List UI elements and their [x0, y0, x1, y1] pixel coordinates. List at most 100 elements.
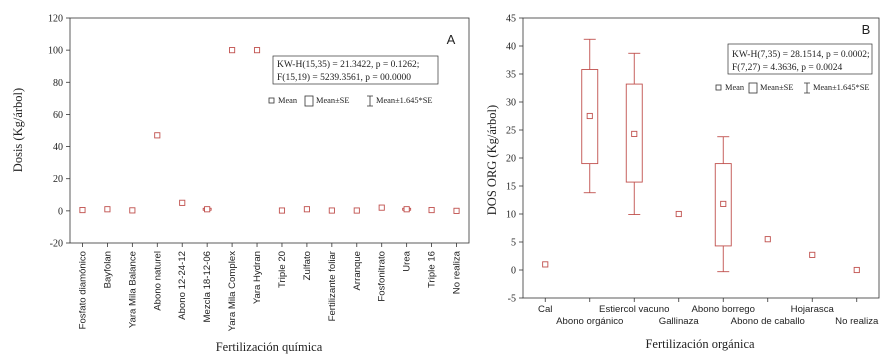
legend-se-icon	[748, 82, 758, 94]
mean-point	[303, 206, 310, 213]
x-tick-label: Yara Mila Balance	[127, 251, 138, 328]
x-tick-label: No realiza	[835, 316, 879, 327]
x-tick-label: Triple 16	[427, 251, 438, 288]
mean-point	[542, 261, 549, 268]
chart-b-y-axis-label: DOS ORG (Kg/árbol)	[485, 105, 499, 215]
y-tick-label: 0	[58, 206, 63, 217]
mean-point	[204, 206, 211, 213]
y-tick-label: 40	[506, 42, 516, 53]
y-tick-label: 20	[506, 154, 516, 165]
legend-mean-icon	[715, 84, 722, 91]
x-tick-label: Cal	[538, 304, 552, 315]
chart-a-x-axis-label: Fertilización química	[216, 340, 323, 354]
x-tick-label: Abono orgánico	[556, 316, 623, 327]
x-tick-label: Mezcla 18-12-06	[202, 251, 213, 322]
mean-point	[453, 207, 460, 214]
legend-ci-icon	[804, 82, 810, 94]
mean-point	[353, 207, 360, 214]
mean-point	[675, 210, 682, 218]
chart-a-stats-line-1: KW-H(15,35) = 21.3422, p = 0.1262;	[277, 59, 419, 70]
chart-b-panel-label: B	[862, 22, 871, 37]
mean-point	[403, 206, 410, 213]
chart-a-stats-line-2: F(15,19) = 5239.3561, p = 00.0000	[277, 72, 411, 83]
mean-point	[631, 130, 638, 137]
y-tick-label: 60	[53, 110, 63, 121]
y-tick-label: -20	[50, 239, 63, 250]
y-tick-label: 100	[48, 46, 63, 57]
x-tick-label: No realiza	[452, 250, 463, 294]
se-box	[714, 163, 732, 247]
mean-point	[586, 112, 593, 120]
chart-b: B -5 0 5 10 15 20 25 30 35 40 45 Cal Abono orgánico…	[485, 14, 880, 351]
mean-point	[79, 207, 86, 214]
legend-se-label: Mean±SE	[316, 96, 349, 105]
x-tick-label: Triple 20	[277, 251, 288, 288]
chart-a-y-axis-label: Dosis (Kg/árbol)	[11, 88, 25, 172]
chart-a-legend: Mean Mean±SE Mean±1.645*SE	[268, 95, 432, 107]
legend-ci-label: Mean±1.645*SE	[813, 83, 869, 92]
y-tick-label: 25	[506, 126, 516, 137]
x-tick-label: Fosfato diamónico	[77, 251, 88, 329]
chart-b-legend: Mean Mean±SE Mean±1.645*SE	[715, 82, 869, 94]
mean-point	[720, 200, 727, 207]
chart-a-plot-frame	[69, 17, 470, 244]
mean-point	[229, 47, 236, 54]
y-tick-label: 10	[506, 210, 516, 221]
x-tick-label: Abono de caballo	[731, 316, 805, 327]
legend-se-label: Mean±SE	[760, 83, 793, 92]
y-tick-label: 15	[506, 182, 516, 193]
y-tick-label: 120	[48, 14, 63, 25]
y-tick-label: 35	[506, 70, 516, 81]
y-tick-label: 20	[53, 174, 63, 185]
x-tick-label: Zulfato	[302, 251, 313, 280]
chart-b-stats-box	[727, 43, 873, 75]
mean-point	[253, 47, 261, 54]
y-tick-label: 80	[53, 78, 63, 89]
mean-point	[104, 206, 111, 213]
mean-point	[328, 207, 335, 214]
chart-a: A -20 0 20 40 60 80 100 120 Fosfato diamónico Ba…	[11, 14, 470, 354]
chart-b-stats-line-2: F(7,27) = 4.3636, p = 0.0024	[732, 62, 842, 73]
mean-point	[853, 266, 860, 274]
x-tick-label: Estiercol vacuno	[599, 304, 669, 315]
chart-b-x-axis-label: Fertilización orgánica	[645, 337, 755, 351]
legend-ci-icon	[367, 95, 373, 107]
y-tick-label: 0	[511, 266, 516, 277]
x-tick-label: Arranque	[352, 251, 363, 290]
x-tick-label: Yara Mila Complex	[227, 251, 238, 332]
mean-point	[378, 204, 385, 211]
x-tick-label: Fertilizante foliar	[327, 250, 338, 321]
y-tick-label: -5	[508, 294, 516, 305]
y-tick-label: 45	[506, 14, 516, 25]
x-tick-label: Gallinaza	[659, 316, 700, 327]
mean-point	[428, 207, 435, 214]
se-box	[625, 83, 643, 183]
se-box	[581, 69, 599, 165]
x-tick-label: Abono naturel	[152, 251, 163, 311]
chart-b-stats-line-1: KW-H(7,35) = 28.1514, p = 0.0002;	[732, 49, 870, 60]
legend-ci-label: Mean±1.645*SE	[376, 96, 432, 105]
y-tick-label: 30	[506, 98, 516, 109]
y-tick-label: 40	[53, 142, 63, 153]
x-tick-label: Yara Hydran	[252, 251, 263, 304]
legend-mean-icon	[268, 97, 275, 104]
legend-mean-label: Mean	[725, 83, 745, 92]
y-tick-label: 5	[511, 238, 516, 249]
chart-a-stats-box	[272, 55, 439, 85]
mean-point	[129, 207, 136, 214]
mean-point	[764, 236, 771, 243]
legend-mean-label: Mean	[278, 96, 298, 105]
x-tick-label: Hojarasca	[791, 304, 835, 315]
x-tick-label: Abono 12-24-12	[177, 251, 188, 320]
mean-point	[179, 199, 186, 206]
mean-point	[154, 132, 161, 139]
chart-a-panel-label: A	[447, 32, 456, 47]
x-tick-label: Bayfolan	[102, 251, 113, 288]
legend-se-icon	[304, 95, 314, 107]
x-tick-label: Abono borrego	[692, 304, 755, 315]
x-tick-label: Fosfonitrato	[377, 251, 388, 302]
mean-point	[809, 251, 816, 258]
x-tick-label: Urea	[402, 250, 413, 271]
mean-point	[278, 207, 286, 214]
